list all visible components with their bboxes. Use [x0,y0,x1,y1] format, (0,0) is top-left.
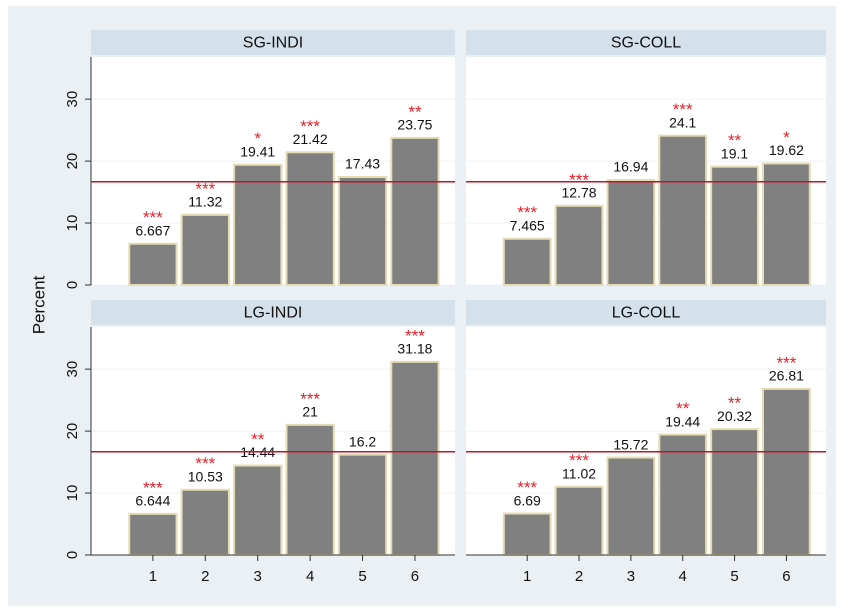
panel-title: LG-COLL [612,305,681,322]
bar [337,453,388,556]
value-label: 20.32 [717,408,752,424]
value-label: 19.1 [721,145,748,161]
value-label: 16.94 [613,159,648,175]
significance-stars: ** [408,102,422,121]
bar [762,387,811,556]
value-label: 7.465 [510,217,545,233]
bar [180,213,230,286]
x-tick-label: 4 [679,568,687,585]
y-tick-label: 30 [64,91,81,108]
significance-stars: ** [728,131,742,150]
value-label: 11.32 [188,194,222,210]
panel-header [91,30,455,55]
x-tick-label: 6 [411,568,419,585]
y-tick-label: 30 [64,361,81,378]
y-tick-label: 10 [64,485,81,502]
bar [337,176,388,286]
bar [285,423,335,556]
bar [128,512,178,556]
y-tick-label: 10 [64,215,81,232]
significance-stars: ** [251,430,265,449]
value-label: 19.44 [665,413,700,429]
x-tick-label: 3 [627,568,635,585]
value-label: 21.42 [293,131,328,147]
value-label: 24.1 [669,114,696,130]
value-label: 6.69 [514,492,541,508]
significance-stars: *** [195,454,215,473]
value-label: 6.667 [135,222,170,238]
value-label: 15.72 [613,436,648,452]
bar [554,485,604,556]
significance-stars: *** [300,389,320,408]
significance-stars: *** [517,203,537,222]
significance-stars: *** [143,478,163,497]
x-tick-label: 3 [254,568,262,585]
bar [710,428,759,556]
significance-stars: *** [569,170,589,189]
value-label: 31.18 [397,341,432,357]
panel-header [91,300,455,325]
bar [390,136,440,286]
x-tick-label: 1 [149,568,157,585]
x-tick-label: 2 [201,568,209,585]
significance-stars: * [254,129,261,148]
bar [128,242,178,286]
bar [233,464,283,557]
value-label: 19.62 [769,142,804,158]
significance-stars: *** [300,117,320,136]
y-axis-label: Percent [29,275,48,334]
value-label: 10.53 [188,468,223,484]
value-label: 17.43 [345,156,380,172]
panel-title: LG-INDI [244,305,303,322]
value-label: 11.02 [562,465,596,481]
x-tick-label: 5 [358,568,366,585]
y-tick-label: 0 [64,281,81,289]
y-tick-label: 0 [64,551,81,559]
significance-stars: *** [517,478,537,497]
value-label: 26.81 [769,368,804,384]
bar [606,179,656,286]
value-label: 6.644 [135,493,170,509]
bar [390,360,440,557]
significance-stars: *** [569,451,589,470]
bar [502,237,552,286]
panel-title: SG-INDI [243,35,303,52]
panel-header [466,300,826,325]
bar [502,512,552,556]
significance-stars: *** [195,179,215,198]
value-label: 23.75 [397,117,432,133]
significance-stars: ** [676,399,690,418]
x-tick-label: 2 [575,568,583,585]
value-label: 16.2 [349,433,376,449]
bar [658,433,708,556]
panel-header [466,30,826,55]
y-tick-label: 20 [64,423,81,440]
significance-stars: *** [143,208,163,227]
x-tick-label: 6 [782,568,790,585]
bar [606,456,656,556]
x-tick-label: 1 [523,568,531,585]
bar [762,162,811,286]
significance-stars: ** [728,394,742,413]
bar [180,488,230,557]
bar [710,165,759,286]
y-tick-label: 20 [64,153,81,170]
value-label: 21 [302,404,318,420]
panel-title: SG-COLL [611,35,681,52]
x-tick-label: 4 [306,568,314,585]
significance-stars: *** [405,326,425,345]
value-label: 19.41 [240,143,275,159]
bar [285,151,335,286]
significance-stars: * [783,128,790,147]
bar [233,163,283,286]
bar [658,134,708,286]
significance-stars: *** [673,100,693,119]
bar [554,204,604,286]
x-tick-label: 5 [730,568,738,585]
value-label: 12.78 [562,185,597,201]
significance-stars: *** [776,353,796,372]
